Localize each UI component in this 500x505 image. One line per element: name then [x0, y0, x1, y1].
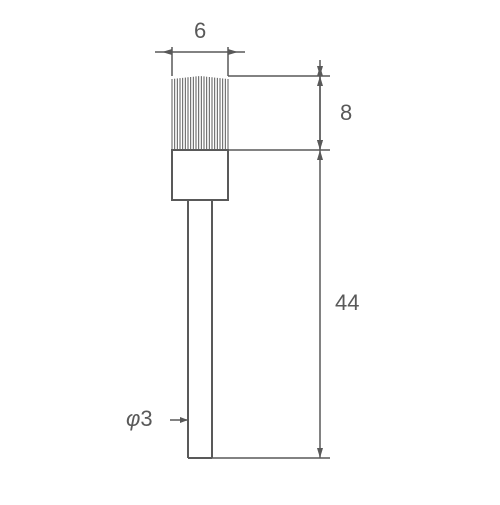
dim-shaft-diameter — [170, 417, 188, 423]
label-width-top: 6 — [194, 18, 206, 44]
diagram-svg — [0, 0, 500, 500]
brush-shaft — [188, 200, 212, 458]
brush-bristles — [172, 76, 228, 150]
label-shaft-diameter: φ3 — [126, 406, 153, 432]
dim-bristle-height — [317, 60, 323, 150]
extension-lines-right — [212, 76, 330, 458]
label-bristle-height: 8 — [340, 100, 352, 126]
diameter-number: 3 — [140, 406, 152, 431]
technical-diagram: 6 8 44 φ3 — [0, 0, 500, 500]
dim-width-top — [155, 47, 245, 76]
dim-shaft-length — [317, 150, 323, 458]
phi-symbol: φ — [126, 406, 140, 431]
brush-ferrule — [172, 150, 228, 200]
label-shaft-length: 44 — [335, 290, 359, 316]
